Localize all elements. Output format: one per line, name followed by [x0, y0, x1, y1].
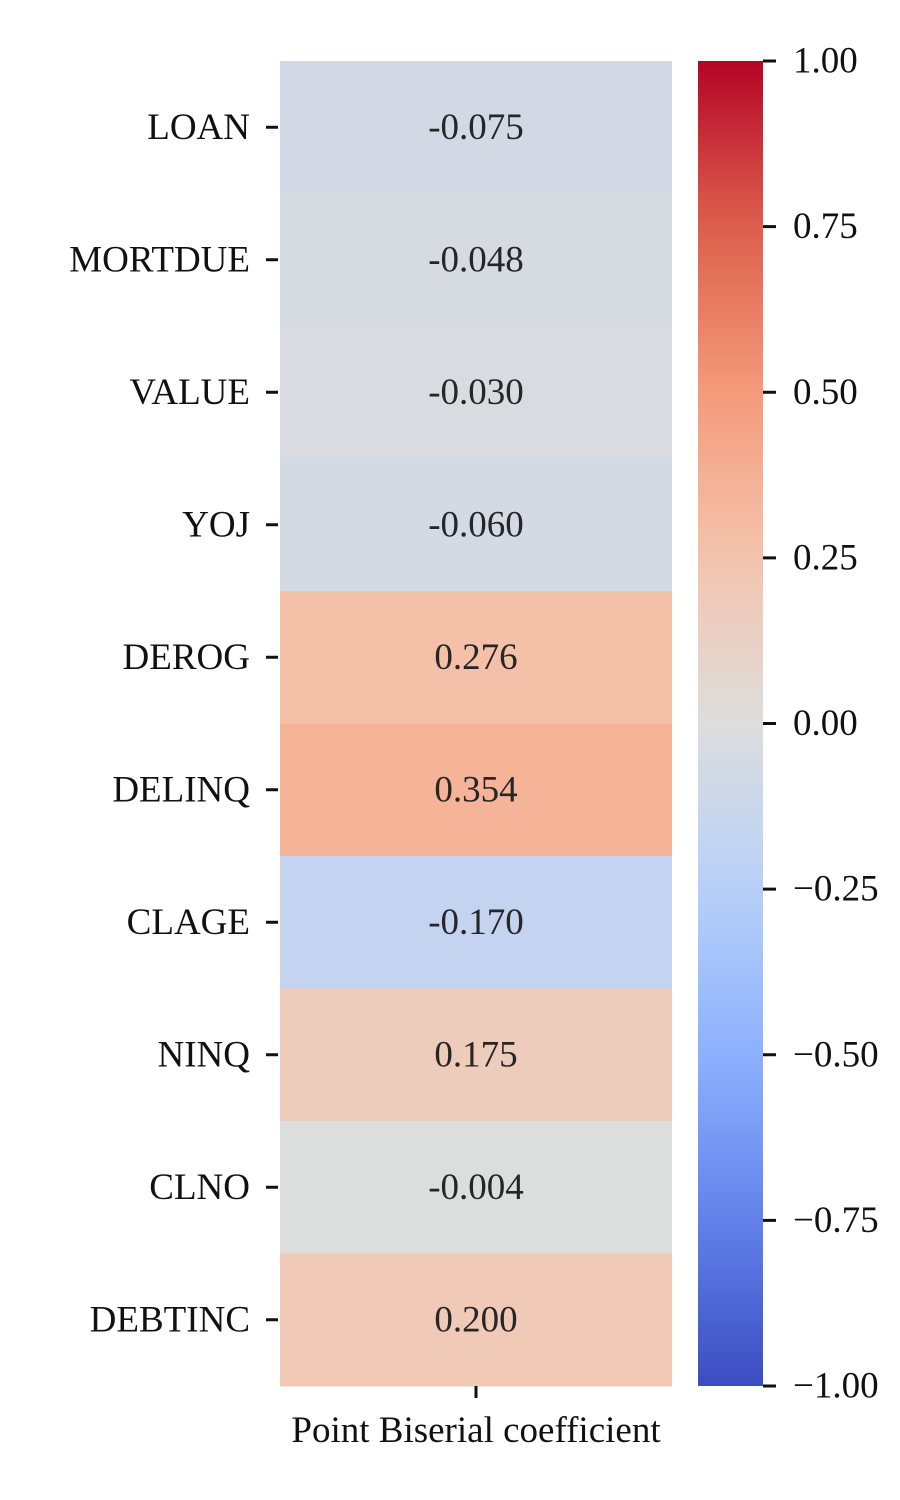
row-label: DEROG — [123, 637, 250, 678]
heatmap-cell-debtinc — [280, 1253, 672, 1387]
x-axis: Point Biserial coefficient — [291, 1386, 661, 1451]
row-label: VALUE — [129, 372, 250, 413]
colorbar-gradient — [698, 61, 763, 1386]
colorbar-tick-label: −0.50 — [793, 1034, 879, 1075]
colorbar-tick-label: −0.25 — [793, 869, 879, 910]
heatmap-cell-ninq — [280, 988, 672, 1122]
row-tick-labels: LOAN MORTDUE VALUE YOJ DEROG DELINQ CLAGE NINQ C… — [69, 107, 278, 1340]
heatmap-cell-value — [280, 326, 672, 459]
heatmap-cell-clage — [280, 856, 672, 989]
colorbar — [698, 61, 763, 1386]
colorbar-tick-label: 0.75 — [793, 206, 858, 247]
cell-value-label: 0.175 — [434, 1034, 517, 1075]
row-label: MORTDUE — [69, 239, 250, 280]
colorbar-tick-label: 0.50 — [793, 372, 858, 413]
heatmap-cells: -0.075 -0.048 -0.030 -0.060 0.276 0.354 -0.170… — [280, 61, 672, 1387]
row-label: LOAN — [147, 107, 250, 148]
cell-value-label: -0.004 — [428, 1167, 524, 1208]
heatmap-cell-mortdue — [280, 193, 672, 327]
row-label: CLNO — [149, 1167, 250, 1208]
heatmap-cell-loan — [280, 61, 672, 194]
cell-value-label: -0.030 — [428, 372, 524, 413]
row-label: DELINQ — [112, 769, 250, 810]
heatmap-cell-yoj — [280, 458, 672, 592]
row-label: NINQ — [158, 1034, 251, 1075]
cell-value-label: 0.200 — [434, 1299, 517, 1340]
cell-value-label: -0.048 — [428, 239, 524, 280]
row-label: CLAGE — [127, 902, 250, 943]
colorbar-tick-label: 0.00 — [793, 703, 858, 744]
row-label: DEBTINC — [90, 1299, 250, 1340]
cell-value-label: -0.170 — [428, 902, 524, 943]
cell-value-label: 0.354 — [434, 769, 517, 810]
cell-value-label: -0.060 — [428, 504, 524, 545]
heatmap-cell-clno — [280, 1121, 672, 1254]
colorbar-tick-label: 1.00 — [793, 41, 858, 82]
colorbar-tick-label: −1.00 — [793, 1366, 879, 1407]
colorbar-tick-label: 0.25 — [793, 537, 858, 578]
cell-value-label: 0.276 — [434, 637, 517, 678]
heatmap-cell-derog — [280, 591, 672, 724]
heatmap-cell-delinq — [280, 723, 672, 857]
x-axis-title: Point Biserial coefficient — [291, 1410, 661, 1451]
row-label: YOJ — [182, 504, 250, 545]
colorbar-tick-labels: 1.00 0.75 0.50 0.25 0.00 −0.25 −0.50 −0.75 −1.00 — [763, 41, 879, 1407]
colorbar-tick-label: −0.75 — [793, 1200, 879, 1241]
cell-value-label: -0.075 — [428, 107, 524, 148]
